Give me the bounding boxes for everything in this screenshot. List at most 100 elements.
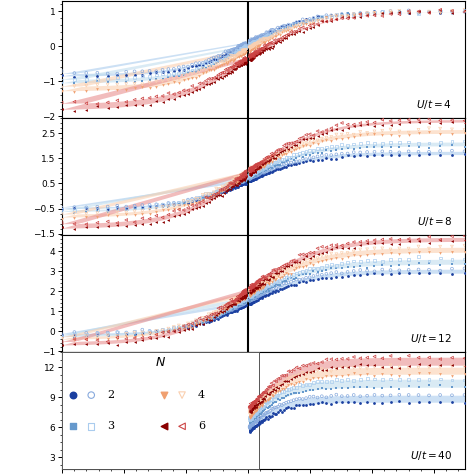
Point <box>395 261 403 268</box>
Point <box>263 167 270 175</box>
Point <box>231 65 239 73</box>
Point <box>338 249 346 257</box>
Point <box>415 243 422 250</box>
Point <box>250 173 257 181</box>
Point <box>265 397 273 404</box>
Point <box>287 367 295 375</box>
Point <box>249 172 257 180</box>
Point <box>302 278 310 286</box>
Point <box>249 288 257 296</box>
Point <box>263 36 270 44</box>
Point <box>273 30 280 38</box>
Point <box>220 187 228 195</box>
Point <box>122 222 130 229</box>
Point <box>260 278 267 285</box>
Point <box>219 51 226 59</box>
Point <box>251 35 258 43</box>
Point <box>93 333 101 341</box>
Point <box>227 183 235 191</box>
Point <box>306 256 313 264</box>
Point <box>283 32 290 39</box>
Point <box>242 45 249 53</box>
Point <box>262 277 269 285</box>
Point <box>263 409 270 417</box>
Point <box>230 182 238 189</box>
Point <box>299 159 307 166</box>
Point <box>248 40 255 47</box>
Point <box>350 252 357 259</box>
Point <box>205 315 212 322</box>
Point <box>290 383 298 391</box>
Point <box>175 328 182 336</box>
Point <box>233 181 241 189</box>
Point <box>231 46 239 53</box>
Point <box>222 47 229 55</box>
Point <box>268 269 275 276</box>
Point <box>71 340 78 347</box>
Point <box>253 295 260 303</box>
Point <box>225 51 232 58</box>
Point <box>249 53 256 61</box>
Point <box>258 35 265 43</box>
Point <box>246 42 254 50</box>
Point <box>448 376 456 384</box>
Point <box>208 310 215 318</box>
Point <box>285 153 292 161</box>
Point <box>249 416 256 424</box>
Point <box>233 48 241 56</box>
Point <box>164 68 172 76</box>
Point <box>241 302 248 310</box>
Point <box>252 422 260 430</box>
Point <box>93 204 101 212</box>
Point <box>248 421 255 428</box>
Point <box>273 377 280 385</box>
Point <box>248 286 255 294</box>
Point <box>199 316 207 323</box>
Point <box>253 169 261 177</box>
Point <box>264 404 272 411</box>
Point <box>255 169 263 176</box>
Point <box>131 80 138 87</box>
Point <box>240 42 248 50</box>
Point <box>219 305 226 313</box>
Point <box>338 14 346 21</box>
Text: $U/t = 8$: $U/t = 8$ <box>417 215 452 228</box>
Point <box>255 400 263 407</box>
Point <box>208 64 215 71</box>
Point <box>302 394 310 402</box>
Point <box>237 303 245 310</box>
Point <box>261 278 268 286</box>
Point <box>448 399 456 406</box>
Point <box>249 40 257 47</box>
Point <box>240 41 247 49</box>
Point <box>364 143 371 151</box>
Point <box>296 18 303 25</box>
Point <box>274 277 282 285</box>
Point <box>251 163 259 171</box>
Point <box>328 274 335 282</box>
Point <box>232 302 240 310</box>
Point <box>248 170 256 177</box>
Point <box>242 292 249 299</box>
Point <box>247 170 255 177</box>
Point <box>333 15 340 23</box>
Point <box>299 134 307 141</box>
Point <box>255 286 263 293</box>
Point <box>306 16 313 24</box>
Point <box>146 206 153 213</box>
Point <box>205 194 212 202</box>
Point <box>239 60 247 68</box>
Point <box>249 45 257 52</box>
Point <box>249 169 256 176</box>
Point <box>333 11 340 19</box>
Point <box>237 171 245 178</box>
Point <box>280 271 288 279</box>
Point <box>220 57 228 64</box>
Point <box>248 289 256 296</box>
Point <box>239 299 246 306</box>
Point <box>231 174 239 182</box>
Point <box>242 46 249 54</box>
Point <box>229 298 237 305</box>
Point <box>246 165 254 173</box>
Point <box>257 280 264 287</box>
